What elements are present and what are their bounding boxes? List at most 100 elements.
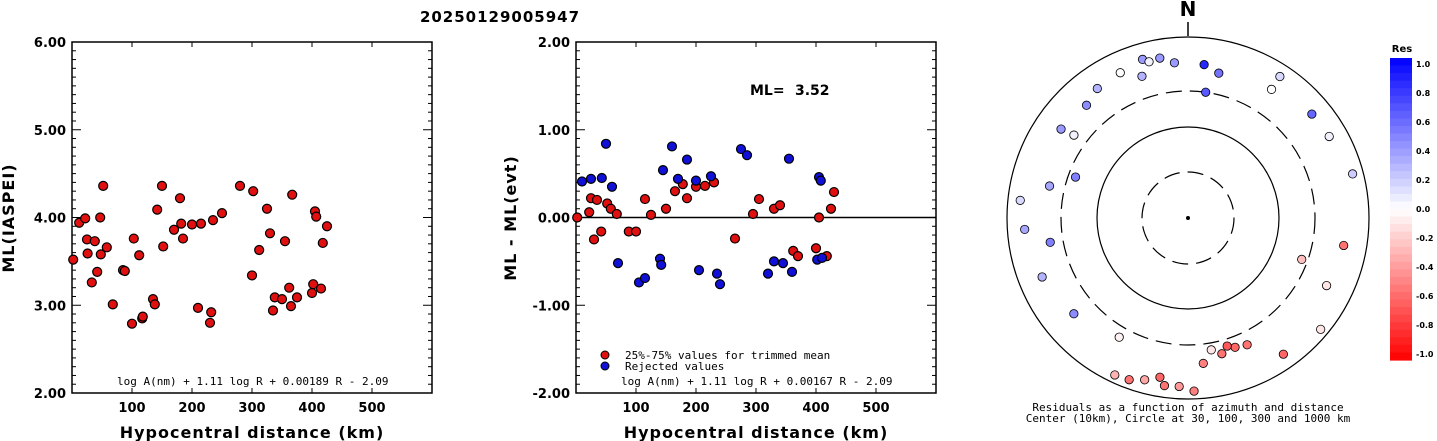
station-residual-point (1044, 181, 1055, 191)
colorbar-tick-label: -0.6 (1416, 292, 1434, 301)
data-point (792, 251, 804, 262)
data-point (285, 301, 297, 312)
station-residual-point (1070, 172, 1081, 182)
station-residual-point (1297, 254, 1307, 264)
colorbar-cell (1390, 299, 1412, 308)
colorbar-cell (1390, 216, 1412, 225)
data-point (186, 219, 198, 230)
colorbar-tick-label: 0.2 (1416, 176, 1430, 185)
colorbar-cell (1390, 148, 1412, 157)
x-tick-label: 300 (238, 401, 265, 416)
data-point (276, 294, 288, 305)
station-residual-point (1214, 68, 1224, 78)
residual-colorbar: Res 1.0 0.8 0.6 0.4 0.2 0.0 -0.2 -0.4 -0.6 -0.8 -1… (1390, 44, 1434, 361)
data-point (308, 279, 319, 290)
data-point (158, 241, 169, 252)
legend-rejected-label: Rejected values (625, 360, 724, 373)
station-residual-point (1199, 60, 1209, 70)
station-residual-point (1124, 375, 1134, 385)
center-point (1186, 216, 1190, 220)
magnitude-vs-distance-plot: 100 200 300 400 500 2.00 3.00 4.00 5.00 6.00 Hyp… (0, 36, 433, 441)
colorbar-tick-label: 1.0 (1416, 60, 1431, 69)
data-point (267, 305, 279, 316)
station-residual-point (1140, 375, 1150, 385)
data-point (639, 272, 651, 284)
data-point (279, 236, 291, 247)
station-residual-point (1069, 130, 1079, 140)
plot1-xlabel: Hypocentral distance (km) (120, 423, 385, 441)
data-point (68, 254, 79, 265)
station-residual-point (1206, 345, 1216, 355)
data-point (195, 218, 207, 229)
colorbar-cell (1390, 156, 1412, 165)
colorbar-cell (1390, 254, 1412, 263)
colorbar-cell (1390, 80, 1412, 89)
station-residual-point (1348, 169, 1358, 179)
colorbar-cell (1390, 201, 1412, 210)
data-point (264, 228, 276, 239)
data-point (660, 203, 672, 214)
ml-value: 3.52 (795, 83, 830, 99)
station-residual-point (1198, 358, 1208, 368)
colorbar-cell (1390, 133, 1412, 142)
colorbar-cell (1390, 284, 1412, 293)
data-point (216, 208, 228, 219)
data-point (311, 211, 322, 222)
data-point (95, 249, 106, 260)
colorbar-cell (1390, 224, 1412, 233)
x-tick-label: 200 (682, 401, 709, 416)
data-point (681, 193, 693, 204)
station-residual-point (1015, 195, 1025, 205)
data-point (777, 258, 789, 269)
y-tick-label: 3.00 (34, 299, 66, 314)
colorbar-cell (1390, 292, 1412, 301)
data-point (596, 226, 607, 237)
colorbar-cell (1390, 110, 1412, 119)
station-residual-point (1189, 386, 1199, 396)
data-point (128, 233, 139, 244)
data-point (192, 302, 204, 313)
station-residual-point (1081, 100, 1092, 110)
colorbar-title: Res (1392, 44, 1412, 55)
data-point (207, 215, 219, 226)
data-point (107, 299, 118, 310)
x-tick-label: 100 (118, 401, 145, 416)
data-point (306, 287, 318, 299)
residual-vs-distance-plot: 100 200 300 400 500 -2.00 -1.00 0.00 1.00 2.00 H… (501, 36, 937, 441)
colorbar-cell (1390, 171, 1412, 180)
data-point (741, 150, 753, 161)
data-point (168, 224, 180, 235)
station-residual-point (1159, 381, 1170, 391)
north-label: N (1180, 0, 1197, 21)
ml-label: ML= (750, 83, 785, 99)
data-point (174, 193, 186, 204)
colorbar-cell (1390, 193, 1412, 203)
data-point (714, 279, 726, 290)
y-tick-label: 2.00 (538, 36, 570, 51)
data-point (584, 207, 595, 218)
data-point (828, 186, 840, 198)
ring-300km (1060, 90, 1316, 346)
colorbar-cell (1390, 118, 1412, 127)
data-point (729, 233, 741, 244)
data-point (287, 189, 298, 200)
data-point (95, 212, 106, 223)
colorbar-tick-label: 0.4 (1416, 147, 1431, 156)
data-point (137, 311, 148, 322)
data-point (705, 171, 717, 182)
data-point (711, 268, 723, 279)
data-point (317, 237, 328, 249)
data-point (611, 208, 622, 220)
data-point (82, 248, 93, 259)
colorbar-cell (1390, 344, 1412, 354)
station-residual-point (1339, 240, 1349, 251)
colorbar-cell (1390, 178, 1412, 187)
data-point (126, 318, 138, 329)
station-residual-point (1201, 87, 1211, 97)
station-residual-point (1321, 280, 1332, 291)
colorbar-cell (1390, 186, 1412, 195)
station-residual-point (1020, 224, 1030, 235)
data-point (810, 243, 822, 254)
y-tick-label: 6.00 (34, 36, 66, 51)
